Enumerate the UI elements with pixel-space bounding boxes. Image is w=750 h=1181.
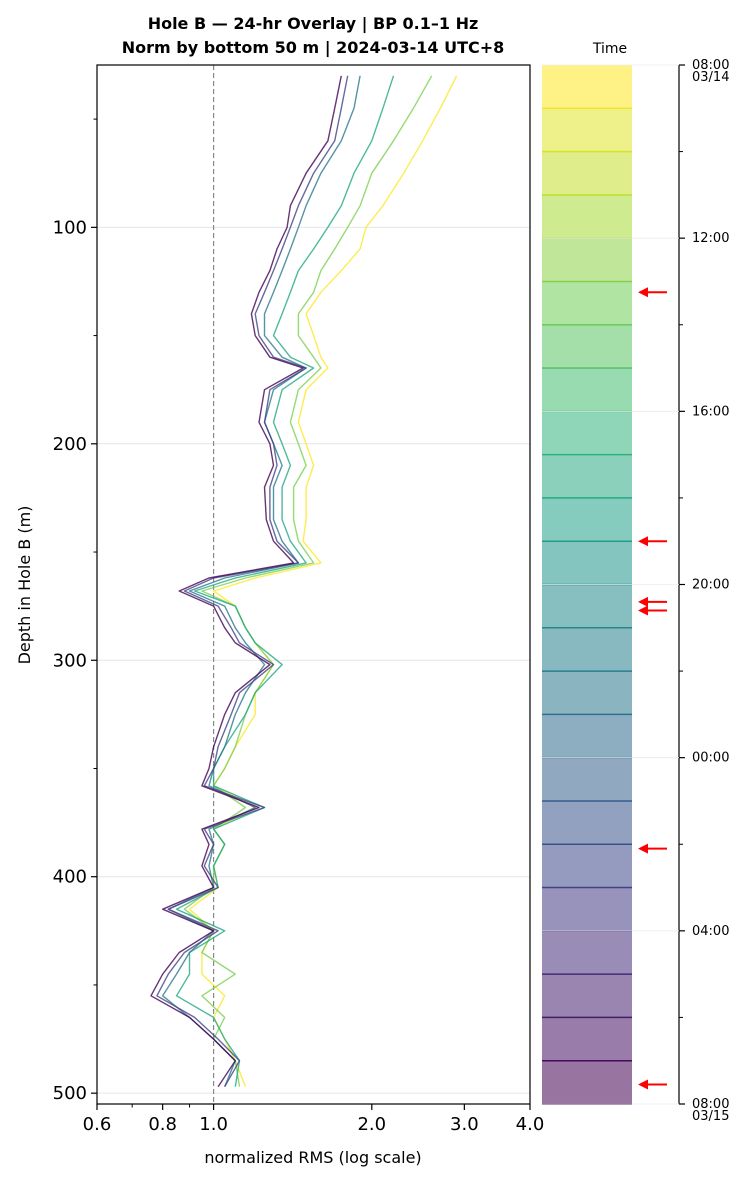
x-axis-label: normalized RMS (log scale) [204,1148,421,1167]
time-colorbar: 08:0003/1412:0016:0020:0000:0004:0008:00… [542,41,729,1124]
y-tick-label: 300 [53,650,87,671]
x-tick-label: 0.6 [83,1114,112,1135]
colorbar-band [542,65,632,109]
arrow-head [638,1079,648,1090]
colorbar-arrows [638,287,667,1090]
colorbar-ticks: 08:0003/1412:0016:0020:0000:0004:0008:00… [542,58,729,1124]
series-line [175,75,395,1087]
colorbar-band [542,454,632,498]
chart-title: Hole B — 24-hr Overlay | BP 0.1–1 Hz [148,14,479,34]
y-axis-ticks: 100 200 300 400 500 [53,118,97,1104]
y-axis-label: Depth in Hole B (m) [15,506,34,665]
colorbar-band [542,151,632,195]
series-line [156,75,349,1088]
colorbar-tick-label: 08:00 [692,1097,729,1112]
colorbar-title: Time [592,41,627,57]
y-tick-label: 500 [53,1083,87,1104]
colorbar-band [542,974,632,1018]
arrow-head [638,536,648,547]
plot-area: 0.6 0.8 1.0 2.0 3.0 4.0 100 200 300 400 500 [53,64,545,1135]
colorbar-band [542,714,632,758]
colorbar-band [542,108,632,152]
colorbar-band [542,281,632,325]
x-tick-label: 2.0 [357,1114,386,1135]
x-tick-label: 3.0 [450,1114,479,1135]
colorbar-band [542,584,632,628]
chart-subtitle: Norm by bottom 50 m | 2024-03-14 UTC+8 [122,38,505,58]
series-line [161,75,361,1087]
x-tick-label: 1.0 [199,1114,228,1135]
arrow-head [638,596,648,607]
colorbar-band [542,411,632,455]
colorbar-tick-label: 12:00 [692,231,729,246]
colorbar-band [542,887,632,931]
colorbar-bands [542,65,632,1105]
colorbar-tick-label: 16:00 [692,404,729,419]
colorbar-band [542,324,632,369]
colorbar-band [542,844,632,888]
colorbar-band [542,757,632,801]
y-tick-label: 400 [53,867,87,888]
colorbar-band [542,930,632,975]
series-line [150,75,342,1088]
colorbar-tick-sublabel: 03/15 [692,1109,729,1124]
plot-frame [96,64,531,1105]
y-tick-label: 100 [53,217,87,238]
arrow-head [638,605,648,616]
colorbar-tick-label: 04:00 [692,924,729,939]
colorbar-tick-label: 08:00 [692,58,729,73]
arrow-head [638,843,648,854]
colorbar-band [542,238,632,282]
series-lines [150,75,458,1088]
x-tick-label: 0.8 [148,1114,177,1135]
x-axis-ticks: 0.6 0.8 1.0 2.0 3.0 4.0 [83,1104,545,1135]
grid [97,226,530,1094]
colorbar-band [542,671,632,715]
colorbar-band [542,194,632,239]
colorbar-band [542,368,632,412]
colorbar-band [542,627,632,672]
arrow-head [638,287,648,298]
colorbar-tick-label: 20:00 [692,578,729,593]
colorbar-band [542,800,632,845]
colorbar-tick-label: 00:00 [692,751,729,766]
colorbar-band [542,1017,632,1061]
y-tick-label: 200 [53,434,87,455]
colorbar-band [542,497,632,542]
colorbar-band [542,1060,632,1104]
colorbar-tick-sublabel: 03/14 [692,70,729,85]
x-tick-label: 4.0 [516,1114,545,1135]
colorbar-band [542,541,632,585]
